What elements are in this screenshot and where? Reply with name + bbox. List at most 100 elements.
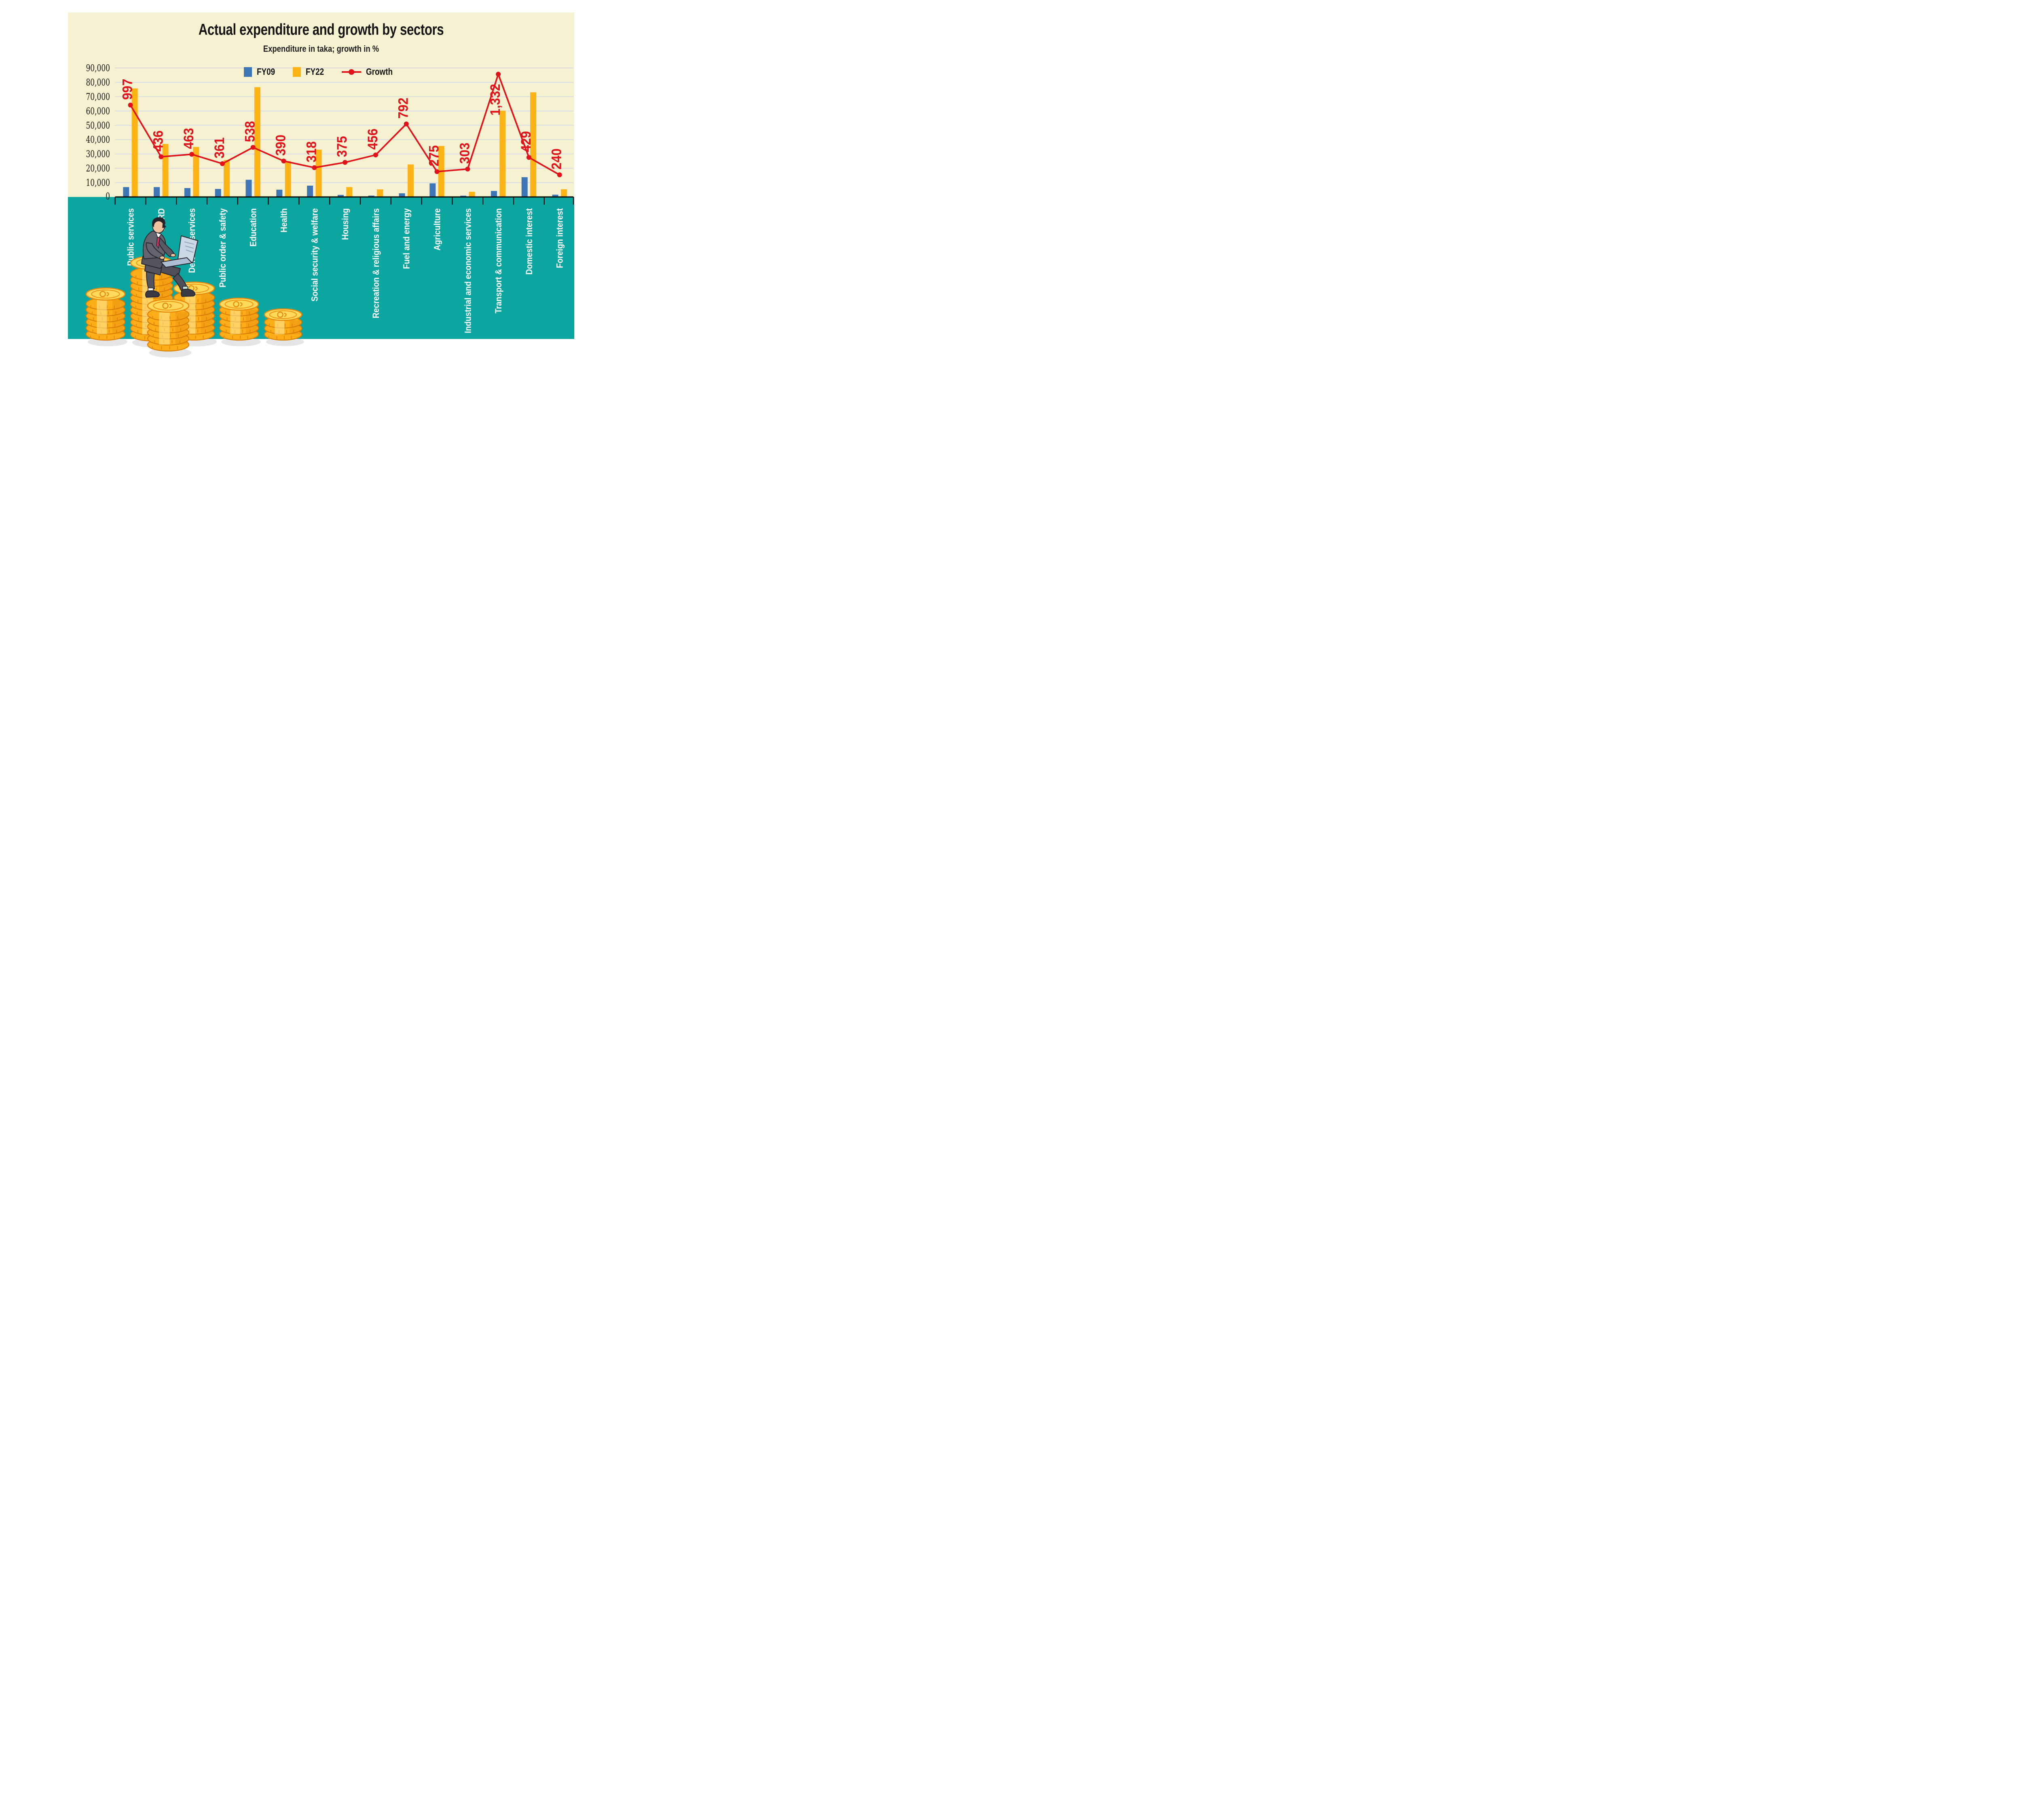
fy09-bar [399, 193, 405, 197]
fy09-bar [552, 195, 558, 197]
coin-stack-shade [175, 312, 188, 345]
expenditure-growth-chart: 0 10,000 20,000 30,000 40,000 50,000 60,000 70,… [85, 62, 574, 358]
coin-illustration [85, 217, 304, 358]
y-axis-tick-label: 60,000 [86, 106, 110, 116]
category-label: Housing [341, 208, 351, 240]
coin-stack [219, 297, 261, 347]
growth-point [189, 152, 195, 157]
category-label: Domestic interest [525, 208, 535, 275]
growth-value-label: 303 [457, 143, 472, 164]
category-label: Recreation & religious affairs [371, 208, 381, 318]
growth-value-label: 436 [150, 130, 166, 151]
coin-symbol [233, 301, 239, 307]
y-axis-tick-label: 90,000 [86, 62, 110, 73]
fy09-bar [491, 191, 497, 197]
coin-stack-highlight [275, 320, 285, 334]
coin-symbol-curl [106, 292, 109, 297]
y-axis-tick-label: 10,000 [86, 177, 110, 188]
fy09-bar [215, 189, 221, 197]
growth-value-label: 318 [303, 141, 319, 162]
gridlines [115, 68, 573, 183]
growth-value-label: 1,332 [487, 84, 503, 115]
growth-point [159, 154, 164, 159]
growth-value-label: 375 [334, 136, 350, 157]
fy22-bar [407, 164, 414, 197]
laptop-screen [178, 235, 198, 263]
fy09-bar [460, 195, 467, 197]
category-label: Industrial and economic services [463, 208, 473, 333]
growth-point [281, 159, 286, 164]
growth-point [250, 145, 256, 150]
fy09-bar [307, 186, 313, 197]
bars [123, 87, 567, 197]
fy22-bar [499, 110, 506, 197]
category-label: Education [248, 208, 258, 247]
legend-item-fy22: FY22 [292, 66, 328, 77]
legend-label-growth: Growth [366, 66, 393, 77]
growth-value-label: 240 [548, 148, 564, 169]
laptop-base [161, 257, 192, 268]
growth-point [220, 161, 225, 166]
growth-value-labels: 997 436 463 361 538 390 318 375 456 792 275 303 1,33… [119, 79, 564, 170]
growth-point [343, 160, 348, 165]
coin-stack-highlight [97, 300, 107, 334]
growth-value-label: 538 [242, 121, 258, 142]
coin-stack [264, 308, 304, 346]
coin-symbol-curl [195, 286, 198, 291]
growth-point [557, 172, 562, 178]
laptop-screen-line [185, 245, 194, 249]
growth-point [373, 152, 378, 158]
fy09-bar [154, 187, 160, 197]
coin-symbol [162, 303, 169, 309]
fy22-swatch [292, 67, 301, 77]
growth-value-label: 429 [518, 131, 534, 152]
laptop-screen-line [184, 241, 195, 245]
legend: FY09 FY22 Growth [68, 66, 574, 77]
coin-symbol-curl [284, 312, 287, 317]
legend-item-fy09: FY09 [243, 66, 279, 77]
coin-stack-highlight [230, 310, 241, 334]
growth-point [465, 166, 470, 171]
fy22-bar [560, 189, 567, 197]
growth-point [128, 102, 133, 108]
coin-top-ring [224, 299, 254, 309]
category-label: Public order & safety [218, 208, 228, 288]
fy22-bar [285, 161, 291, 197]
fy09-bar [276, 189, 283, 197]
legend-label-fy09: FY09 [256, 66, 275, 77]
category-label: Public services [126, 208, 136, 266]
category-label: Fuel and energy [402, 208, 412, 269]
man-tie [156, 237, 161, 249]
growth-value-label: 275 [426, 145, 442, 166]
legend-item-growth: Growth [341, 66, 399, 77]
coin-top-ring [91, 289, 120, 299]
growth-value-label: 997 [119, 79, 135, 100]
man-left-calf [146, 271, 155, 290]
fy09-bar [337, 195, 344, 197]
y-axis-tick-label: 70,000 [86, 91, 110, 102]
growth-value-label: 463 [181, 128, 197, 149]
man-right-shoe [180, 288, 196, 297]
y-axis-tick-label: 40,000 [86, 134, 110, 145]
man-hand [159, 256, 165, 260]
growth-value-label: 792 [395, 97, 411, 119]
growth-value-label: 390 [273, 135, 288, 156]
growth-point [496, 72, 501, 77]
fy09-bar [368, 195, 374, 197]
man-hair-back [162, 223, 166, 228]
fy09-bar [245, 180, 252, 197]
coin-stack-shade [245, 310, 257, 334]
growth-point [526, 155, 531, 160]
fy09-bar [521, 177, 528, 197]
category-label: Agriculture [432, 208, 442, 250]
fy22-bar [377, 189, 383, 197]
fy22-bar [469, 192, 475, 197]
category-label: Transport & communication [494, 208, 504, 313]
coin-stack-shade [290, 320, 300, 334]
fy22-bar [346, 187, 353, 197]
growth-point [434, 169, 440, 174]
man-left-shoe [145, 290, 160, 298]
fy09-swatch [243, 67, 252, 77]
coin-stack [85, 287, 127, 347]
coin-top-ring [269, 310, 297, 319]
